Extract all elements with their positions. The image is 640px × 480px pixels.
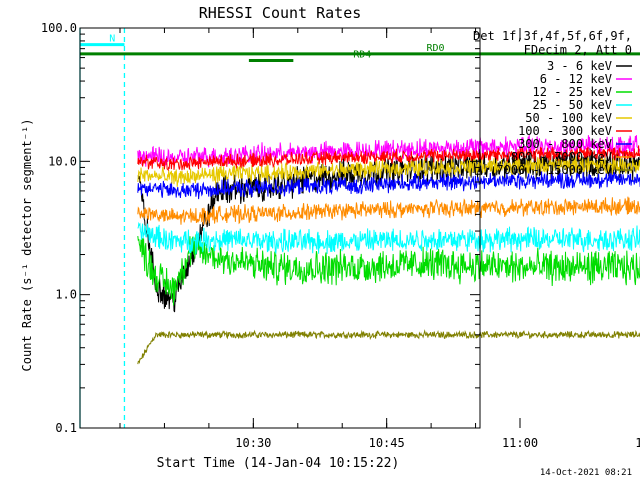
legend-entry-label: 12 - 25 keV (533, 85, 612, 99)
series-line (137, 234, 640, 306)
y-tick-label: 1.0 (55, 288, 77, 302)
legend-entry-label: 800 - 7000 keV (511, 150, 612, 164)
legend-entry-label: 6 - 12 keV (540, 72, 612, 86)
state-annotation-label: N (109, 34, 115, 45)
state-annotation-label: RD0 (427, 43, 445, 54)
legend-entry-label: 50 - 100 keV (525, 111, 612, 125)
legend-entry-label: 100 - 300 keV (518, 124, 612, 138)
x-tick-label: 10:30 (235, 436, 271, 450)
series-line (137, 156, 640, 187)
legend-entry-label: 7000 - 15000 keV (496, 163, 612, 177)
x-axis-label: Start Time (14-Jan-04 10:15:22) (157, 456, 400, 471)
legend-header-line-1: Det 1f,3f,4f,5f,6f,9f, (473, 29, 632, 43)
legend-header-line-2: FDecim 2, Att 0 (524, 43, 632, 57)
footer-date: 14-Oct-2021 08:21 (540, 468, 632, 478)
series-line (137, 196, 640, 225)
series-line (137, 221, 640, 255)
legend-entry-label: 25 - 50 keV (533, 98, 612, 112)
plot-frame (79, 27, 481, 429)
series-line (137, 145, 640, 172)
y-tick-label: 10.0 (48, 154, 77, 168)
series-line (137, 171, 640, 200)
state-annotation-label: RD4 (353, 50, 371, 61)
x-tick-label: 11:15 (635, 436, 640, 450)
series-line (137, 329, 640, 365)
y-tick-label: 100.0 (41, 21, 77, 35)
legend-entry-label: 300 - 800 keV (518, 137, 612, 151)
chart-title: RHESSI Count Rates (199, 4, 362, 22)
x-tick-label: 10:45 (369, 436, 405, 450)
x-tick-label: 11:00 (502, 436, 538, 450)
series-line (137, 146, 640, 313)
legend-entry-label: 3 - 6 keV (547, 59, 612, 73)
y-axis-label: Count Rate (s⁻¹ detector segment⁻¹) (20, 119, 34, 372)
y-tick-label: 0.1 (55, 421, 77, 435)
